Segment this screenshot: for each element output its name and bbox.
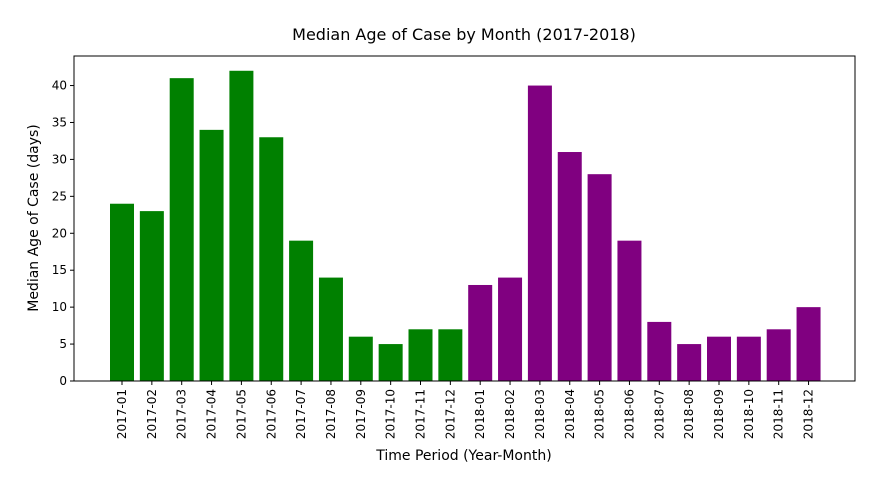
x-tick-label: 2018-07 (652, 389, 666, 439)
y-tick-label: 25 (52, 189, 67, 203)
x-tick-label: 2017-01 (115, 389, 129, 439)
x-tick-label: 2017-11 (414, 389, 428, 439)
x-tick-label: 2018-09 (712, 389, 726, 439)
bar-2018-03 (527, 85, 552, 382)
x-tick-label: 2017-08 (324, 389, 338, 439)
x-tick-label: 2018-08 (682, 389, 696, 439)
bar-2018-07 (647, 321, 672, 381)
bar-2018-02 (498, 277, 523, 381)
x-tick-label: 2017-03 (175, 389, 189, 439)
bar-2017-08 (318, 277, 343, 381)
x-tick-label: 2018-06 (622, 389, 636, 439)
bar-2018-09 (707, 336, 731, 381)
bar-2018-12 (796, 307, 821, 381)
y-tick-label: 5 (59, 337, 67, 351)
bar-2017-03 (169, 78, 194, 381)
x-tick-label: 2017-06 (264, 389, 278, 439)
bar-2018-06 (617, 240, 642, 381)
y-axis-label: Median Age of Case (days) (26, 124, 42, 312)
y-tick-label: 10 (52, 300, 67, 314)
x-tick-label: 2018-10 (742, 389, 756, 439)
x-axis-label: Time Period (Year-Month) (375, 448, 551, 464)
bar-2017-10 (378, 344, 403, 381)
y-tick-label: 15 (52, 263, 67, 277)
bar-2018-10 (736, 336, 761, 381)
bar-2017-07 (289, 240, 314, 381)
y-tick-label: 0 (59, 374, 67, 388)
x-tick-label: 2018-02 (503, 389, 517, 439)
bar-2018-04 (557, 152, 582, 381)
y-tick-label: 20 (52, 226, 67, 240)
bar-2017-12 (438, 329, 463, 381)
x-tick-label: 2017-05 (234, 389, 248, 439)
x-axis: 2017-01 2017-02 2017-03 2017-04 2017-05 2017-… (115, 381, 816, 439)
bars-group (110, 70, 821, 382)
x-tick-label: 2017-09 (354, 389, 368, 439)
bar-2017-09 (348, 336, 373, 381)
y-tick-label: 30 (52, 152, 67, 166)
y-axis: 0 5 10 15 20 25 30 35 40 (52, 79, 74, 388)
x-tick-label: 2018-05 (593, 389, 607, 439)
bar-2018-08 (677, 344, 702, 381)
x-tick-label: 2017-04 (205, 389, 219, 439)
bar-2018-05 (587, 174, 612, 381)
x-tick-label: 2017-07 (294, 389, 308, 439)
x-tick-label: 2018-11 (772, 389, 786, 439)
chart-title: Median Age of Case by Month (2017-2018) (292, 25, 636, 44)
x-tick-label: 2017-12 (443, 389, 457, 439)
plot-frame (73, 55, 856, 382)
y-tick-label: 35 (52, 115, 67, 129)
bar-2017-01 (110, 203, 134, 381)
bar-2018-11 (766, 329, 791, 381)
x-tick-label: 2018-03 (533, 389, 547, 439)
bar-2018-01 (468, 284, 493, 381)
bar-2017-11 (408, 329, 433, 381)
x-tick-label: 2018-01 (473, 389, 487, 439)
x-tick-label: 2018-04 (563, 389, 577, 439)
bar-2017-04 (199, 129, 224, 381)
x-tick-label: 2017-02 (145, 389, 159, 439)
y-tick-label: 40 (52, 79, 67, 93)
bar-2017-05 (229, 70, 254, 382)
bar-2017-02 (139, 211, 164, 381)
x-tick-label: 2018-12 (802, 389, 816, 439)
x-tick-label: 2017-10 (384, 389, 398, 439)
bar-2017-06 (259, 137, 284, 381)
